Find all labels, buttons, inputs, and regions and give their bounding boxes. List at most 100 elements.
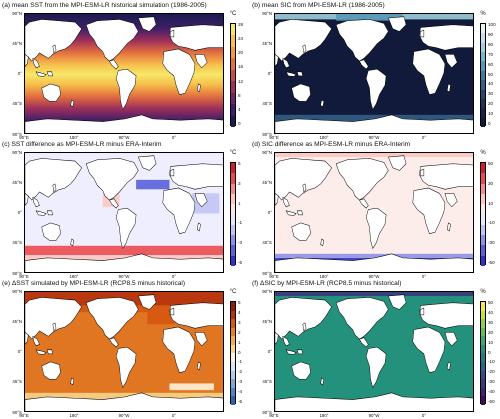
colorbar-tick: 1 (238, 339, 241, 345)
colorbar-tick: -30 (488, 240, 495, 246)
colorbar-unit: °C (229, 11, 237, 17)
lat-label: 90°S (12, 131, 22, 137)
lat-label: 90°S (12, 409, 22, 415)
colorbar-swatch (231, 204, 235, 215)
colorbar-tick: 30 (488, 180, 494, 186)
colorbar-swatch (231, 163, 235, 174)
lon-label: 0° (421, 135, 427, 140)
colorbar-swatch (481, 396, 485, 405)
colorbar-swatch (231, 245, 235, 256)
colorbar (480, 162, 486, 266)
colorbar-swatch (231, 336, 235, 345)
colorbar-tick: -20 (488, 369, 495, 375)
lat-label: 0° (17, 210, 22, 215)
colorbar-tick: -4 (238, 389, 243, 395)
colorbar-tick: 5 (238, 161, 241, 166)
lat-label: 90°S (12, 270, 22, 276)
colorbar-tick: 0 (238, 349, 241, 355)
lat-label: 45°S (262, 379, 272, 385)
colorbar-swatch (231, 255, 235, 266)
colorbar-tick: -2 (238, 369, 243, 375)
colorbar-tick: -3 (238, 379, 243, 385)
colorbar (230, 301, 236, 405)
colorbar-unit: % (480, 289, 486, 295)
lat-label: 45°N (12, 179, 22, 185)
lon-label: 90°E (19, 274, 29, 279)
colorbar-swatch (481, 204, 485, 215)
lon-label: 90°W (118, 135, 130, 140)
colorbar-tick: 60 (488, 61, 494, 67)
lat-label: 90°N (262, 288, 272, 294)
lat-label: 0° (267, 71, 272, 76)
colorbar-swatch (481, 89, 485, 99)
lon-label: 90°W (368, 413, 380, 418)
lon-label: 0° (421, 274, 427, 279)
colorbar (480, 23, 486, 127)
colorbar-swatch (481, 245, 485, 256)
colorbar-swatch (231, 353, 235, 363)
colorbar-tick: -50 (488, 260, 495, 265)
colorbar-swatch (481, 52, 485, 62)
colorbar-swatch (231, 183, 235, 194)
panel-title: (e) ΔSST simulated by MPI-ESM-LR (RCP8.5… (2, 280, 186, 287)
colorbar-tick: 100 (488, 22, 496, 27)
colorbar-unit: % (480, 11, 486, 17)
colorbar-tick: 3 (238, 319, 241, 325)
colorbar-swatch (231, 173, 235, 184)
colorbar-swatch (481, 327, 485, 337)
colorbar-tick: 16 (238, 64, 244, 70)
colorbar (230, 162, 236, 266)
colorbar-tick: -50 (488, 399, 495, 404)
colorbar-swatch (481, 163, 485, 174)
panel-title: (a) mean SST from the MPI-ESM-LR histori… (2, 2, 207, 9)
lat-label: 90°S (262, 409, 272, 415)
colorbar-swatch (481, 42, 485, 53)
anomaly-band (275, 153, 473, 158)
colorbar-tick: 10 (488, 339, 494, 345)
lon-label: 0° (171, 135, 177, 140)
lat-label: 0° (267, 349, 272, 354)
lon-label: 180° (319, 135, 329, 140)
lon-label: 90°W (118, 274, 130, 279)
colorbar-tick: 30 (488, 319, 494, 325)
colorbar-tick: 0 (488, 121, 491, 126)
lat-label: 0° (17, 71, 22, 76)
anomaly-band (275, 114, 473, 122)
colorbar-tick: 10 (488, 111, 494, 117)
colorbar-swatch (231, 344, 235, 354)
lon-label: 0° (171, 413, 177, 418)
colorbar-swatch (481, 214, 485, 225)
lat-label: 90°N (262, 10, 272, 16)
colorbar-tick: 50 (488, 161, 494, 166)
colorbar-swatch (231, 362, 235, 371)
colorbar-swatch (481, 319, 485, 328)
anomaly-band (275, 292, 473, 297)
panel-title: (d) SIC difference as MPI-ESM-LR minus E… (252, 141, 411, 148)
lat-label: 90°S (262, 131, 272, 137)
colorbar-tick: 90 (488, 31, 494, 37)
colorbar-swatch (481, 235, 485, 246)
colorbar-swatch (231, 58, 235, 70)
colorbar-tick: 50 (488, 71, 494, 77)
panel-e: (e) ΔSST simulated by MPI-ESM-LR (RCP8.5… (0, 280, 250, 419)
colorbar-tick: 70 (488, 51, 494, 57)
world-map (24, 291, 224, 412)
colorbar-tick: 20 (488, 101, 494, 107)
colorbar-tick: -1 (238, 220, 243, 226)
colorbar-swatch (481, 344, 485, 354)
colorbar-swatch (481, 362, 485, 371)
colorbar-tick: -10 (488, 359, 495, 365)
lon-label: 90°E (269, 135, 279, 140)
panel-title: (b) mean SIC from MPI-ESM-LR (1986-2005) (252, 2, 385, 9)
colorbar-tick: -3 (238, 240, 243, 246)
lat-label: 45°N (262, 179, 272, 185)
lat-label: 45°N (12, 40, 22, 46)
colorbar-swatch (481, 370, 485, 380)
colorbar-swatch (231, 379, 235, 388)
anomaly-band (136, 179, 170, 190)
colorbar-tick: 0 (488, 349, 491, 355)
lon-label: 180° (319, 274, 329, 279)
colorbar-tick: -5 (238, 260, 243, 265)
colorbar-tick: 4 (238, 309, 241, 315)
